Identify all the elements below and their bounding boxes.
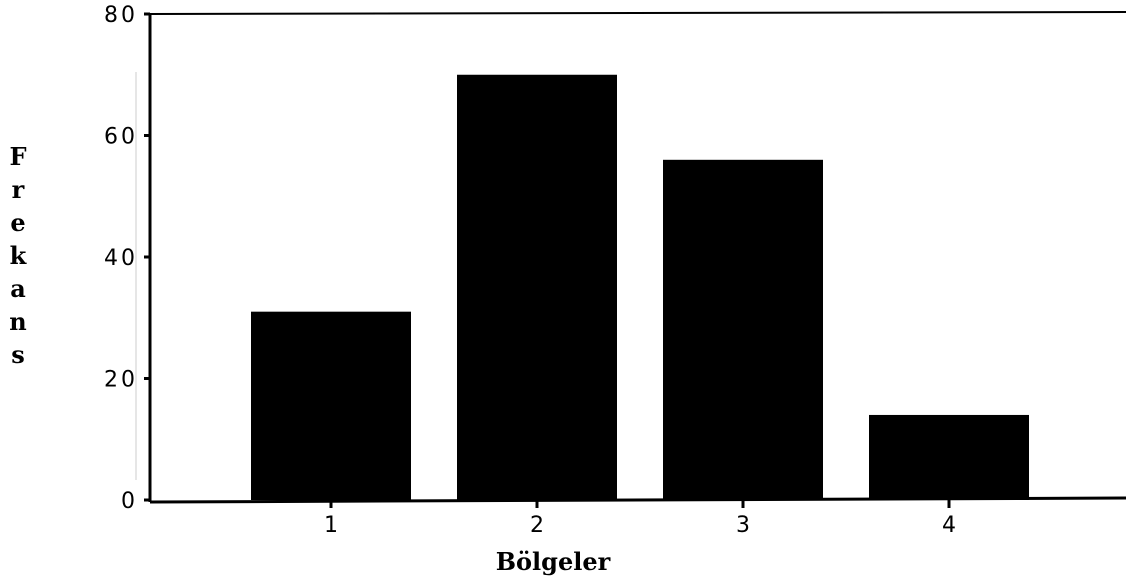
y-tick-label: 0 <box>121 489 138 514</box>
y-tick-label: 60 <box>104 125 138 150</box>
x-tick-label-4: 4 <box>942 513 956 538</box>
y-axis-title-letter: F <box>9 142 26 171</box>
y-axis-ticks: 0 20 40 60 80 <box>104 3 150 514</box>
x-tick-label-3: 3 <box>736 513 750 538</box>
x-tick-label-1: 1 <box>324 513 338 538</box>
y-tick-label: 80 <box>104 3 138 28</box>
y-axis-title-letter: k <box>10 241 28 270</box>
bar-2 <box>457 75 617 500</box>
bars <box>251 75 1029 500</box>
y-axis-title-letter: a <box>10 274 26 303</box>
y-tick-label: 40 <box>104 246 138 271</box>
bar-3 <box>663 160 823 500</box>
y-axis-title-letter: e <box>10 208 25 237</box>
x-axis-title: Bölgeler <box>496 547 611 576</box>
y-axis-title-letter: r <box>12 175 25 204</box>
x-tick-label-2: 2 <box>530 513 544 538</box>
bar-1 <box>251 312 411 500</box>
y-tick-label: 20 <box>104 368 138 393</box>
top-frame-line <box>150 12 1126 14</box>
y-axis-title-letter: n <box>9 307 26 336</box>
y-axis-title-letter: s <box>11 340 25 369</box>
bar-4 <box>869 415 1029 500</box>
x-axis-ticks: 1 2 3 4 <box>324 500 956 538</box>
